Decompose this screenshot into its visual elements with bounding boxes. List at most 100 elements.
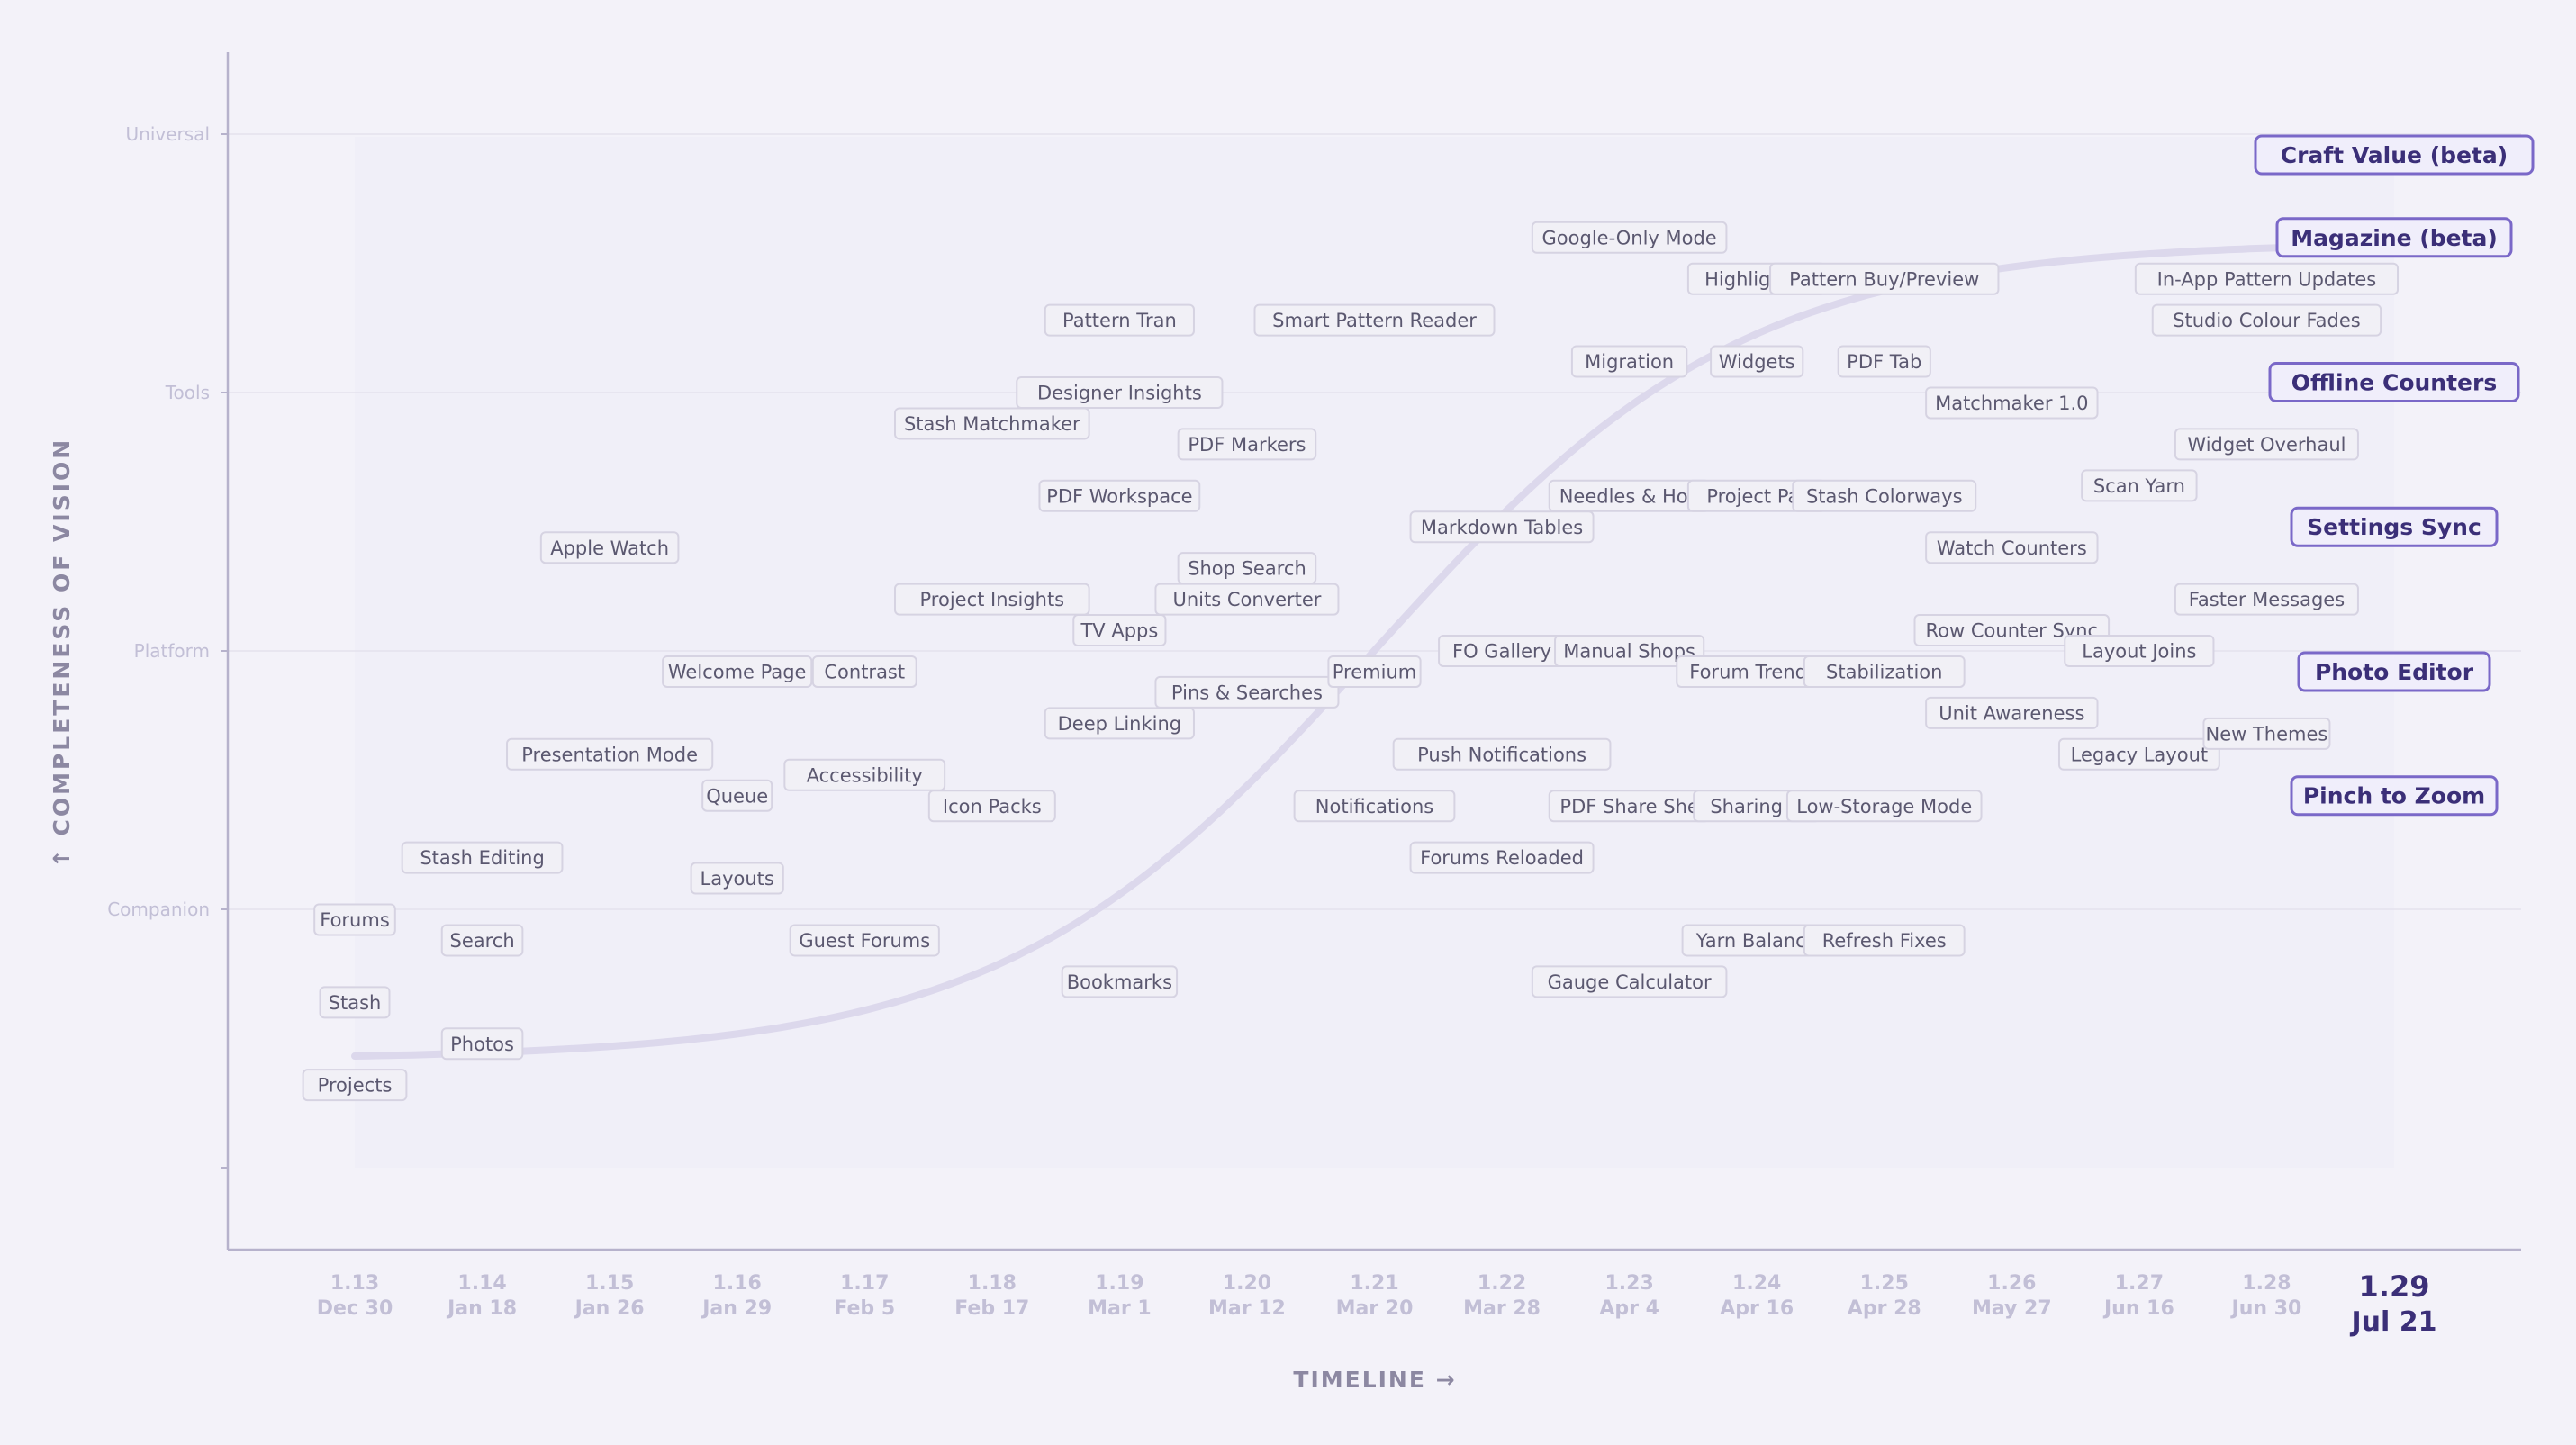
feature-box — [662, 655, 813, 688]
feature-layout-joins: Layout Joins — [2064, 635, 2215, 667]
feature-project-insights: Project Insights — [894, 583, 1090, 616]
feature-pins-searches: Pins & Searches — [1154, 675, 1340, 709]
feature-label: Smart Pattern Reader — [1272, 310, 1477, 331]
feature-label: New Themes — [2206, 723, 2328, 745]
feature-box — [2174, 428, 2359, 461]
feature-label: Push Notifications — [1417, 744, 1586, 765]
feature-forums-reloaded: Forums Reloaded — [1409, 841, 1595, 874]
feature-label: Needles & Hoo — [1559, 485, 1700, 507]
feature-deep-linking: Deep Linking — [1044, 707, 1195, 740]
x-tick-version: 1.23 — [1604, 1272, 1653, 1295]
feature-box — [1913, 614, 2111, 647]
feature-search: Search — [440, 924, 524, 957]
feature-box — [1072, 614, 1167, 647]
feature-box — [2081, 469, 2198, 502]
feature-label: In-App Pattern Updates — [2157, 268, 2377, 290]
feature-box — [2254, 134, 2535, 176]
x-tick-version: 1.22 — [1478, 1272, 1526, 1295]
feature-pdf-tab: PDF Tab — [1837, 345, 1931, 378]
feature-box — [2057, 737, 2220, 771]
feature-label: Stash — [329, 992, 382, 1014]
feature-label: Widgets — [1719, 351, 1795, 373]
y-axis-title: ↑ COMPLETENESS OF VISION — [49, 438, 75, 868]
feature-label: Shop Search — [1188, 558, 1306, 580]
feature-label: Gauge Calculator — [1548, 971, 1712, 993]
feature-box — [1038, 479, 1201, 512]
feature-box — [701, 779, 773, 812]
x-tick-version: 1.29 — [2359, 1269, 2430, 1304]
feature-label: Pinch to Zoom — [2303, 783, 2485, 809]
feature-settings-sync: Settings Sync — [2290, 506, 2499, 547]
feature-refresh-fixes: Refresh Fixes — [1803, 924, 1966, 957]
x-tick-date: Jun 16 — [2102, 1297, 2174, 1320]
feature-photos: Photos — [440, 1027, 524, 1061]
feature-box — [2275, 217, 2513, 258]
feature-box — [2151, 303, 2382, 337]
feature-label: Layouts — [700, 868, 774, 890]
y-tick-label-universal: Universal — [126, 123, 210, 145]
x-tick-date: Jan 18 — [446, 1297, 517, 1320]
x-tick-version: 1.26 — [1987, 1272, 2036, 1295]
feature-box — [1253, 303, 1496, 337]
feature-smart-pattern-reader: Smart Pattern Reader — [1253, 303, 1496, 337]
feature-units-converter: Units Converter — [1154, 583, 1340, 616]
feature-label: Pins & Searches — [1171, 682, 1323, 703]
feature-label: Matchmaker 1.0 — [1935, 393, 2088, 414]
feature-pinch-to-zoom: Pinch to Zoom — [2290, 775, 2499, 817]
feature-box — [440, 924, 524, 957]
x-tick-version: 1.20 — [1223, 1272, 1271, 1295]
feature-studio-colour-fades: Studio Colour Fades — [2151, 303, 2382, 337]
x-tick-version: 1.14 — [457, 1272, 506, 1295]
feature-box — [811, 655, 917, 688]
feature-label: Magazine (beta) — [2291, 225, 2498, 251]
feature-scan-yarn: Scan Yarn — [2081, 469, 2198, 502]
x-tick-version: 1.13 — [330, 1272, 379, 1295]
feature-box — [1016, 376, 1224, 409]
x-tick-version: 1.15 — [585, 1272, 634, 1295]
feature-welcome-page: Welcome Page — [662, 655, 813, 688]
x-tick-version: 1.27 — [2115, 1272, 2164, 1295]
feature-label: Deep Linking — [1058, 713, 1182, 735]
feature-box — [1570, 345, 1688, 378]
feature-label: Welcome Page — [668, 662, 807, 683]
feature-box — [539, 531, 680, 564]
feature-queue: Queue — [701, 779, 773, 812]
feature-box — [927, 790, 1056, 823]
feature-label: Legacy Layout — [2071, 744, 2209, 765]
feature-notifications: Notifications — [1293, 790, 1456, 823]
feature-box — [1409, 510, 1595, 544]
feature-label: Designer Insights — [1037, 383, 1202, 404]
feature-label: Settings Sync — [2307, 514, 2481, 540]
feature-label: Stash Matchmaker — [904, 413, 1080, 435]
feature-label: Accessibility — [807, 764, 923, 786]
feature-label: Pattern Tran — [1062, 310, 1177, 331]
feature-google-only-mode: Google-Only Mode — [1531, 221, 1728, 254]
x-tick-date: Dec 30 — [317, 1297, 393, 1320]
x-tick-version: 1.17 — [840, 1272, 889, 1295]
feature-label: Watch Counters — [1937, 537, 2087, 559]
feature-guest-forums: Guest Forums — [789, 924, 940, 957]
feature-label: Presentation Mode — [521, 744, 698, 765]
feature-box — [789, 924, 940, 957]
x-tick-date: Jan 29 — [700, 1297, 772, 1320]
feature-label: Forum Trendin — [1689, 662, 1824, 683]
feature-stash-colorways: Stash Colorways — [1792, 479, 1977, 512]
feature-box — [506, 737, 714, 771]
feature-box — [1925, 696, 2099, 729]
feature-box — [894, 407, 1090, 440]
feature-box — [2202, 717, 2331, 750]
feature-label: Icon Packs — [943, 796, 1042, 817]
feature-box — [319, 986, 391, 1019]
feature-push-notifications: Push Notifications — [1392, 737, 1612, 771]
feature-label: Forums — [320, 909, 390, 931]
feature-box — [440, 1027, 524, 1061]
feature-craft-value-beta: Craft Value (beta) — [2254, 134, 2535, 176]
feature-migration: Migration — [1570, 345, 1688, 378]
feature-label: TV Apps — [1080, 620, 1158, 642]
feature-box — [1392, 737, 1612, 771]
feature-stash-editing: Stash Editing — [401, 841, 564, 874]
feature-widget-overhaul: Widget Overhaul — [2174, 428, 2359, 461]
feature-box — [1177, 552, 1317, 585]
feature-apple-watch: Apple Watch — [539, 531, 680, 564]
